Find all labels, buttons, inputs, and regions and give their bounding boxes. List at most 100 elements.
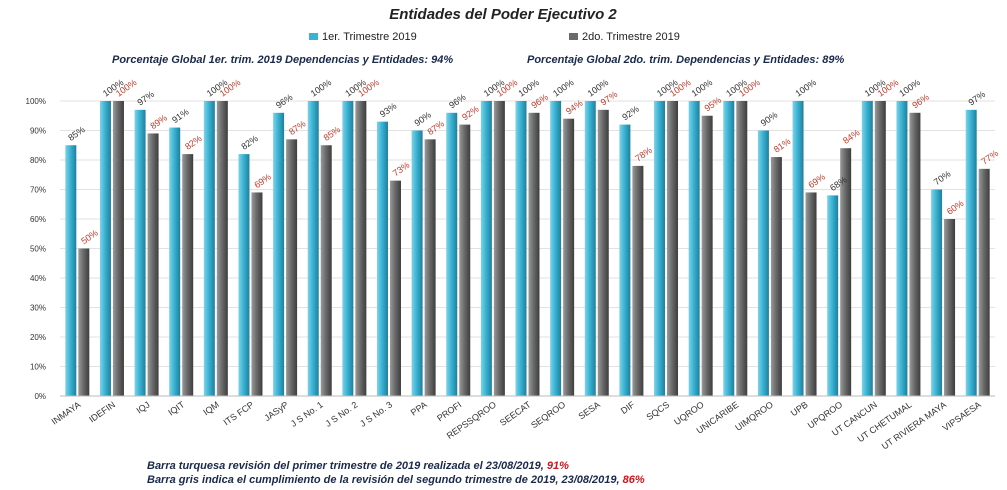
bar-series-1 (965, 109, 977, 396)
bar-series-2 (251, 192, 263, 396)
bar-series-1 (931, 189, 943, 396)
x-tick-label: SEECAT (498, 399, 533, 428)
x-tick-label: UT RIVIERA MAYA (880, 399, 948, 451)
bar-series-2 (770, 157, 782, 396)
y-tick-label: 90% (30, 127, 46, 136)
bar-series-1 (376, 121, 388, 397)
data-label-series-2: 69% (806, 172, 826, 191)
bar-series-2 (978, 168, 990, 396)
data-label-series-2: 73% (391, 160, 411, 179)
bar-series-2 (286, 139, 298, 396)
x-tick-label: PROFI (435, 399, 463, 423)
x-tick-label: IQM (201, 399, 221, 417)
x-tick-label: PPA (409, 399, 429, 417)
legend-label-series-1: 1er. Trimestre 2019 (322, 31, 417, 43)
data-label-series-2: 96% (529, 92, 549, 111)
data-label-series-2: 78% (633, 145, 653, 164)
data-label-series-2: 87% (426, 118, 446, 137)
bar-series-2 (563, 118, 575, 396)
x-tick-label: SEQROO (529, 399, 567, 430)
bar-series-2 (320, 145, 332, 396)
bar-series-1 (307, 101, 319, 396)
data-label-series-2: 96% (910, 92, 930, 111)
data-label-series-2: 85% (322, 124, 342, 143)
data-label-series-2: 92% (460, 104, 480, 123)
bar-series-1 (827, 195, 839, 396)
x-tick-label: SQCS (645, 399, 672, 422)
y-tick-label: 30% (30, 304, 46, 313)
bars (65, 101, 990, 397)
data-label-series-1: 100% (897, 77, 922, 98)
y-tick-label: 10% (30, 363, 46, 372)
data-label-series-1: 97% (967, 89, 987, 108)
y-tick-label: 20% (30, 333, 46, 342)
data-label-series-1: 70% (932, 169, 952, 188)
footnote-1: Barra turquesa revisión del primer trime… (147, 460, 569, 472)
y-tick-label: 50% (30, 245, 46, 254)
x-tick-label: J S No. 2 (323, 399, 359, 428)
bar-series-2 (909, 112, 921, 397)
bar-series-2 (597, 109, 609, 396)
data-label-series-1: 100% (551, 77, 576, 98)
data-label-series-2: 50% (79, 228, 99, 247)
x-tick-label: J S No. 1 (289, 399, 325, 428)
bar-series-1 (134, 109, 146, 396)
data-label-series-1: 90% (759, 110, 779, 129)
y-axis: 0% 10% 20% 30% 40% 50% 60% 70% 80% 90% 100% (26, 97, 46, 401)
bar-series-1 (792, 101, 804, 396)
bar-series-1 (619, 124, 631, 396)
subtitle-right: Porcentaje Global 2do. trim. Dependencia… (527, 54, 844, 66)
bar-series-1 (65, 145, 77, 396)
data-label-series-1: 100% (309, 77, 334, 98)
footnote-1-value: 91% (546, 460, 569, 472)
x-tick-label: JASyP (262, 399, 290, 423)
x-tick-label: IQIT (166, 399, 186, 418)
footnote-2: Barra gris indica el cumplimiento de la … (147, 474, 645, 486)
bar-series-1 (688, 101, 700, 396)
data-label-series-1: 91% (170, 107, 190, 126)
data-label-series-1: 96% (274, 92, 294, 111)
y-tick-label: 0% (34, 392, 46, 401)
gridlines (60, 100, 995, 397)
data-label-series-2: 69% (252, 172, 272, 191)
x-tick-label: IQJ (135, 399, 152, 415)
x-tick-label: DIF (619, 399, 637, 416)
data-label-series-1: 93% (378, 101, 398, 120)
data-label-series-1: 100% (516, 77, 541, 98)
data-label-series-2: 81% (772, 136, 792, 155)
data-label-series-2: 60% (945, 198, 965, 217)
bar-series-2 (459, 124, 471, 396)
bar-series-2 (701, 115, 713, 396)
bar-series-2 (355, 101, 367, 396)
bar-series-1 (99, 101, 111, 396)
chart-title: Entidades del Poder Ejecutivo 2 (389, 6, 617, 23)
bar-series-1 (896, 101, 908, 396)
legend-swatch-series-1 (309, 33, 318, 40)
bar-series-2 (736, 101, 748, 396)
bar-series-2 (944, 219, 956, 396)
data-label-series-1: 85% (66, 124, 86, 143)
bar-series-1 (273, 112, 285, 397)
bar-series-2 (528, 112, 540, 397)
x-tick-label: UIMQROO (733, 399, 775, 432)
x-tick-label: VIPSAESA (941, 399, 983, 433)
bar-series-2 (216, 101, 228, 396)
footnote-1-text: Barra turquesa revisión del primer trime… (147, 460, 547, 472)
y-tick-label: 100% (26, 97, 46, 106)
data-label-series-1: 92% (620, 104, 640, 123)
x-tick-label: SESA (576, 399, 601, 421)
bar-series-1 (480, 101, 492, 396)
footnote-2-value: 86% (622, 474, 645, 486)
y-tick-label: 60% (30, 215, 46, 224)
y-tick-label: 80% (30, 156, 46, 165)
bar-series-1 (342, 101, 354, 396)
bar-series-1 (550, 101, 562, 396)
data-label-series-1: 100% (793, 77, 818, 98)
legend-swatch-series-2 (569, 33, 578, 40)
x-tick-label: ITS FCP (222, 399, 256, 427)
bar-series-2 (147, 133, 159, 396)
data-label-series-2: 95% (703, 95, 723, 114)
